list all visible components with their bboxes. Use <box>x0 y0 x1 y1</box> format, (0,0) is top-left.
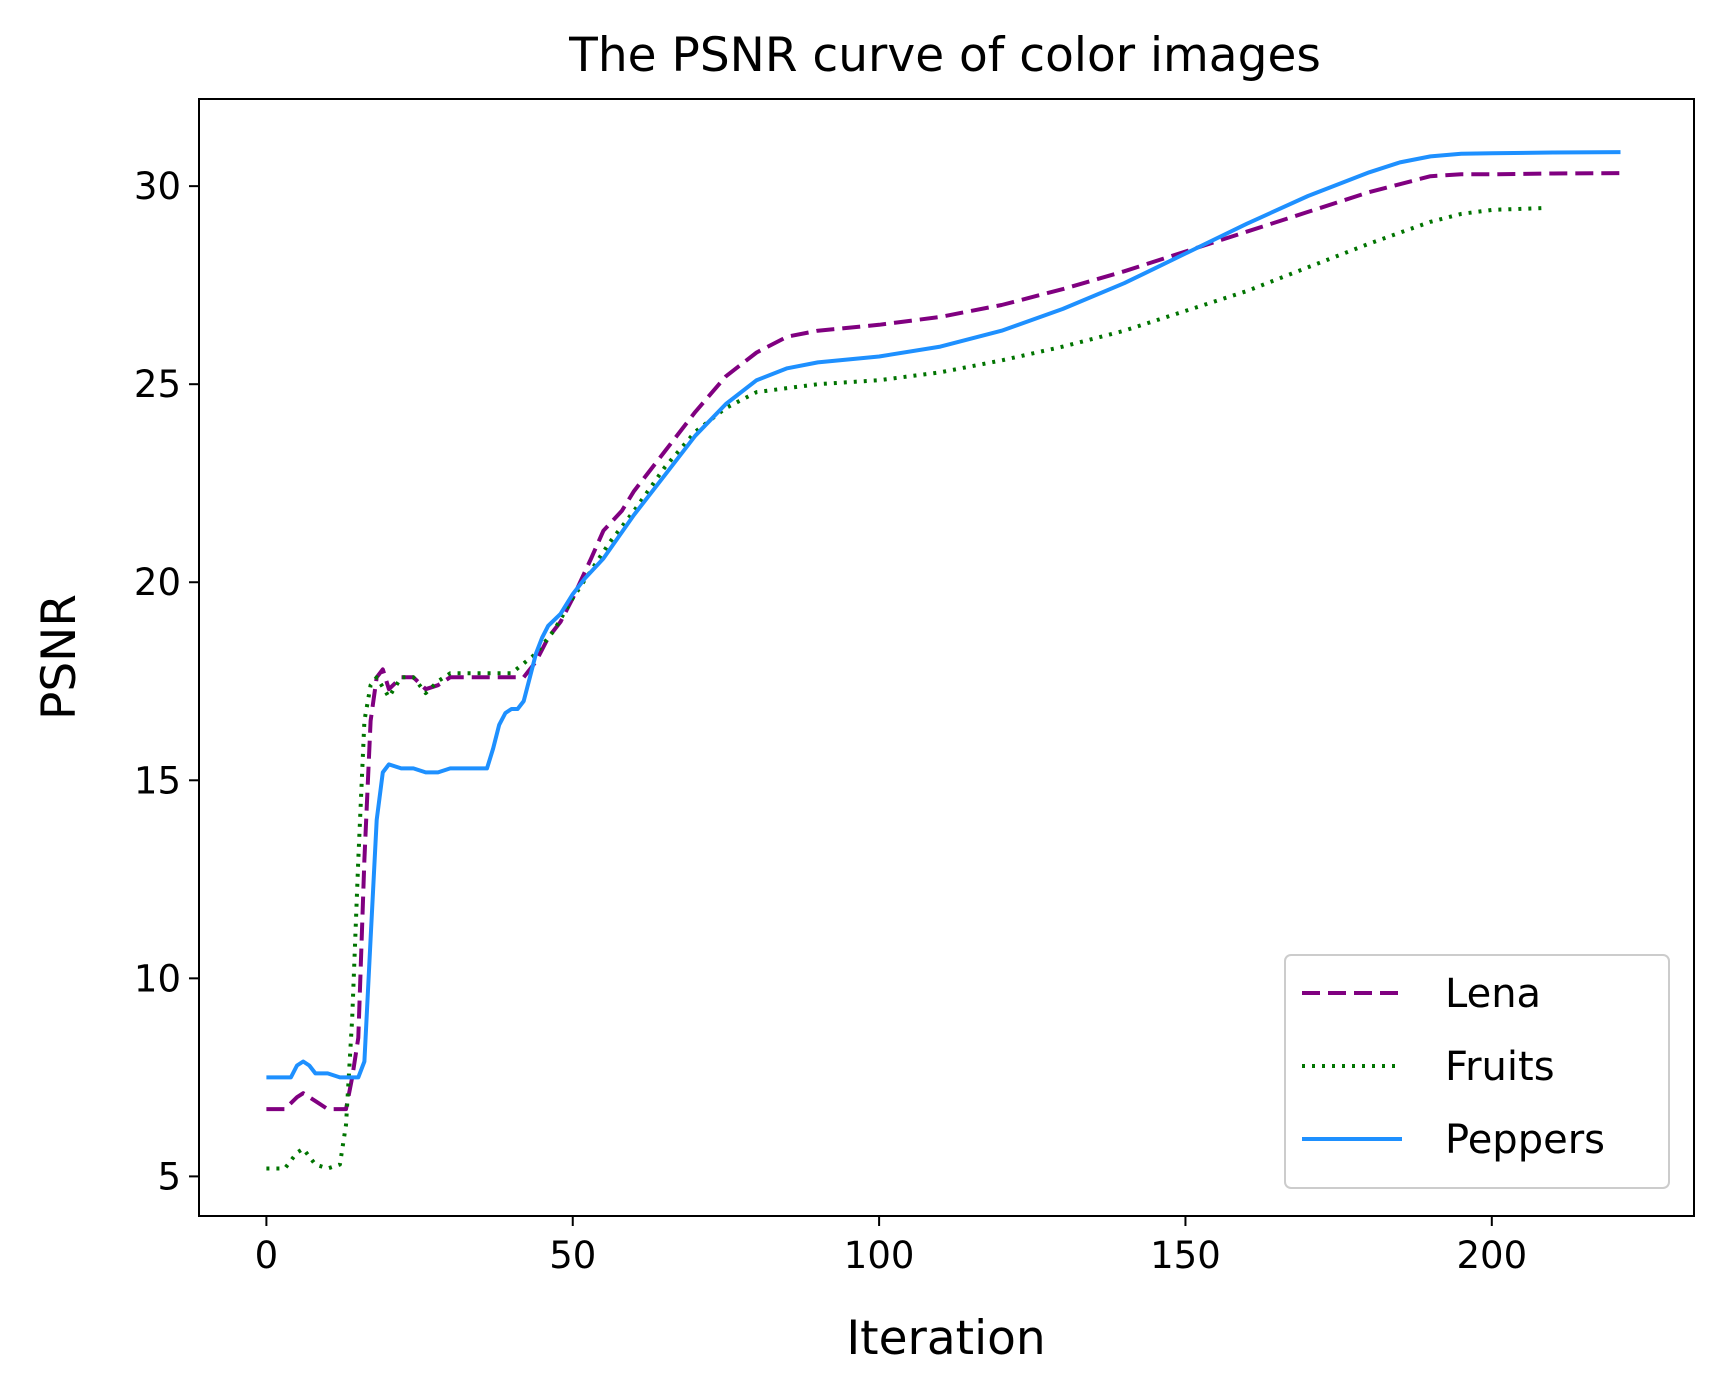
legend-box <box>1284 954 1670 1189</box>
x-tick-label: 0 <box>255 1234 279 1277</box>
y-axis: 5 10 15 20 25 30 <box>134 165 199 1198</box>
chart-title: The PSNR curve of color images <box>568 28 1321 83</box>
x-tick-label: 100 <box>844 1234 915 1277</box>
x-tick-label: 150 <box>1150 1234 1221 1277</box>
y-tick-label: 20 <box>134 561 181 604</box>
y-tick-label: 5 <box>157 1155 181 1198</box>
legend: Lena Fruits Peppers <box>1284 954 1670 1189</box>
y-axis-label: PSNR <box>32 594 87 720</box>
y-tick-label: 30 <box>134 165 181 208</box>
x-axis-label: Iteration <box>846 1311 1045 1366</box>
series-line-peppers <box>266 150 1621 1080</box>
y-tick-label: 10 <box>134 957 181 1000</box>
series-line-lena <box>266 171 1627 1112</box>
legend-label-lena: Lena <box>1445 971 1541 1017</box>
x-tick-label: 200 <box>1456 1234 1527 1277</box>
x-tick-label: 50 <box>549 1234 596 1277</box>
legend-label-peppers: Peppers <box>1445 1117 1605 1163</box>
y-tick-label: 15 <box>134 759 181 802</box>
legend-label-fruits: Fruits <box>1445 1044 1555 1090</box>
x-axis: 0 50 100 150 200 <box>255 1216 1527 1277</box>
series-layer <box>266 150 1627 1171</box>
plot-frame <box>198 98 1695 1217</box>
y-tick-label: 25 <box>134 363 181 406</box>
